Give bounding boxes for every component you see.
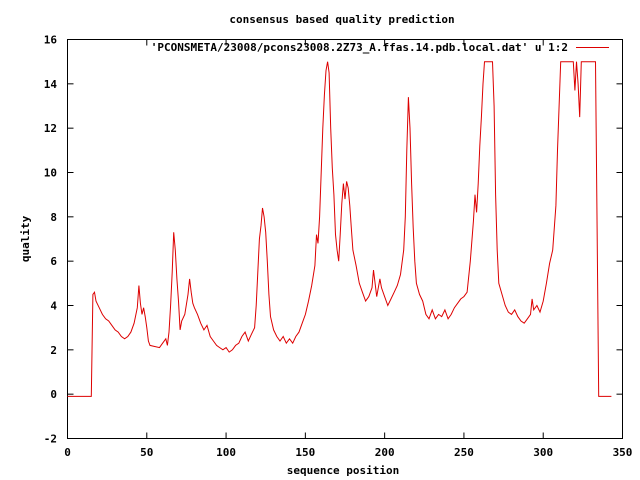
chart-title: consensus based quality prediction (229, 13, 454, 26)
y-axis: -2 0 2 4 6 8 10 12 14 16 (44, 34, 623, 446)
y-axis-label: quality (19, 215, 32, 262)
y-tick-label: 12 (44, 122, 57, 135)
y-tick-label: 6 (50, 255, 57, 268)
series-layer (67, 61, 612, 397)
series-line (67, 61, 612, 397)
x-tick-label: 250 (454, 446, 474, 459)
x-tick-label: 100 (216, 446, 236, 459)
y-tick-label: 16 (44, 34, 58, 47)
plot-frame (67, 39, 623, 439)
y-tick-label: 14 (44, 78, 58, 91)
y-tick-label: -2 (44, 433, 57, 446)
x-tick-label: 350 (613, 446, 633, 459)
x-tick-label: 200 (375, 446, 395, 459)
x-tick-label: 50 (140, 446, 153, 459)
y-tick-label: 4 (50, 300, 57, 313)
x-axis: 0 50 100 150 200 250 300 350 (64, 39, 633, 459)
legend-entry-label: 'PCONSMETA/23008/pcons23008.2Z73_A.ffas.… (151, 41, 568, 54)
y-tick-label: 2 (50, 344, 57, 357)
x-tick-label: 150 (295, 446, 315, 459)
y-tick-label: 0 (50, 388, 57, 401)
legend: 'PCONSMETA/23008/pcons23008.2Z73_A.ffas.… (151, 41, 609, 54)
x-axis-label: sequence position (287, 464, 400, 477)
x-tick-label: 300 (533, 446, 553, 459)
x-tick-label: 0 (64, 446, 71, 459)
y-tick-label: 8 (50, 211, 57, 224)
y-tick-label: 10 (44, 167, 57, 180)
